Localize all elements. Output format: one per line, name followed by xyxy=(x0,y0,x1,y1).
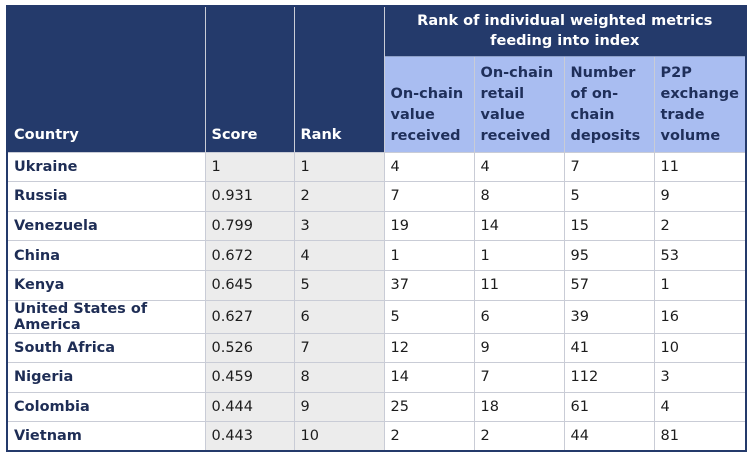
p2p-volume-cell: 53 xyxy=(653,240,747,271)
onchain-retail-cell: 4 xyxy=(473,151,565,183)
country-cell: South Africa xyxy=(6,332,206,364)
onchain-value-cell: 1 xyxy=(383,240,475,271)
p2p-volume-cell: 1 xyxy=(653,269,747,301)
country-cell: Nigeria xyxy=(6,362,206,393)
rank-cell: 6 xyxy=(293,299,385,334)
onchain-retail-cell: 8 xyxy=(473,181,565,212)
p2p-volume-cell: 81 xyxy=(653,421,747,452)
deposits-cell: 15 xyxy=(563,210,655,242)
rank-cell: 8 xyxy=(293,362,385,393)
onchain-retail-cell: 6 xyxy=(473,299,565,334)
table-row: Ukraine 1 1 4 4 7 11 xyxy=(6,151,747,183)
table-row: South Africa 0.526 7 12 9 41 10 xyxy=(6,332,747,364)
table-row: United States of America 0.627 6 5 6 39 16 xyxy=(6,299,747,334)
country-cell: Ukraine xyxy=(6,151,206,183)
p2p-volume-cell: 10 xyxy=(653,332,747,364)
score-cell: 0.799 xyxy=(204,210,295,242)
header-rank: Rank xyxy=(293,5,385,153)
header-deposits: Number of on-chain deposits xyxy=(563,55,655,153)
country-cell: China xyxy=(6,240,206,271)
onchain-value-cell: 5 xyxy=(383,299,475,334)
deposits-cell: 95 xyxy=(563,240,655,271)
rank-cell: 2 xyxy=(293,181,385,212)
score-cell: 0.444 xyxy=(204,391,295,423)
onchain-retail-cell: 7 xyxy=(473,362,565,393)
table-row: Kenya 0.645 5 37 11 57 1 xyxy=(6,269,747,301)
onchain-retail-cell: 11 xyxy=(473,269,565,301)
onchain-retail-cell: 1 xyxy=(473,240,565,271)
score-cell: 0.645 xyxy=(204,269,295,301)
onchain-retail-cell: 18 xyxy=(473,391,565,423)
p2p-volume-cell: 2 xyxy=(653,210,747,242)
table-row: Venezuela 0.799 3 19 14 15 2 xyxy=(6,210,747,242)
deposits-cell: 44 xyxy=(563,421,655,452)
header-onchain-value: On-chain value received xyxy=(383,55,475,153)
deposits-cell: 61 xyxy=(563,391,655,423)
table-body: Ukraine 1 1 4 4 7 11 Russia 0.931 2 7 8 5 9 Venezuela 0… xyxy=(6,151,747,452)
onchain-value-cell: 2 xyxy=(383,421,475,452)
rank-cell: 5 xyxy=(293,269,385,301)
deposits-cell: 39 xyxy=(563,299,655,334)
p2p-volume-cell: 11 xyxy=(653,151,747,183)
deposits-cell: 5 xyxy=(563,181,655,212)
rank-cell: 1 xyxy=(293,151,385,183)
onchain-value-cell: 14 xyxy=(383,362,475,393)
onchain-value-cell: 37 xyxy=(383,269,475,301)
rank-cell: 4 xyxy=(293,240,385,271)
deposits-cell: 112 xyxy=(563,362,655,393)
p2p-volume-cell: 9 xyxy=(653,181,747,212)
country-cell: Colombia xyxy=(6,391,206,423)
table-row: Nigeria 0.459 8 14 7 112 3 xyxy=(6,362,747,393)
onchain-value-cell: 19 xyxy=(383,210,475,242)
header-onchain-retail: On-chain retail value received xyxy=(473,55,565,153)
table-row: China 0.672 4 1 1 95 53 xyxy=(6,240,747,271)
deposits-cell: 57 xyxy=(563,269,655,301)
score-cell: 0.526 xyxy=(204,332,295,364)
score-cell: 0.627 xyxy=(204,299,295,334)
rank-cell: 9 xyxy=(293,391,385,423)
score-cell: 0.672 xyxy=(204,240,295,271)
onchain-value-cell: 25 xyxy=(383,391,475,423)
country-cell: Venezuela xyxy=(6,210,206,242)
rank-cell: 7 xyxy=(293,332,385,364)
header-group-metrics: Rank of individual weighted metrics feed… xyxy=(383,5,747,57)
score-cell: 0.459 xyxy=(204,362,295,393)
onchain-value-cell: 7 xyxy=(383,181,475,212)
table-row: Russia 0.931 2 7 8 5 9 xyxy=(6,181,747,212)
table-row: Colombia 0.444 9 25 18 61 4 xyxy=(6,391,747,423)
onchain-retail-cell: 9 xyxy=(473,332,565,364)
score-cell: 0.443 xyxy=(204,421,295,452)
onchain-value-cell: 4 xyxy=(383,151,475,183)
table-row: Vietnam 0.443 10 2 2 44 81 xyxy=(6,421,747,452)
country-cell: Kenya xyxy=(6,269,206,301)
deposits-cell: 7 xyxy=(563,151,655,183)
onchain-value-cell: 12 xyxy=(383,332,475,364)
country-cell: Vietnam xyxy=(6,421,206,452)
country-cell: United States of America xyxy=(6,299,206,334)
onchain-retail-cell: 2 xyxy=(473,421,565,452)
index-table: Country Score Rank Rank of individual we… xyxy=(6,5,748,452)
p2p-volume-cell: 16 xyxy=(653,299,747,334)
header-country: Country xyxy=(6,5,206,153)
onchain-retail-cell: 14 xyxy=(473,210,565,242)
rank-cell: 3 xyxy=(293,210,385,242)
deposits-cell: 41 xyxy=(563,332,655,364)
header-score: Score xyxy=(204,5,295,153)
header-p2p-volume: P2P exchange trade volume xyxy=(653,55,747,153)
p2p-volume-cell: 4 xyxy=(653,391,747,423)
rank-cell: 10 xyxy=(293,421,385,452)
score-cell: 0.931 xyxy=(204,181,295,212)
p2p-volume-cell: 3 xyxy=(653,362,747,393)
score-cell: 1 xyxy=(204,151,295,183)
country-cell: Russia xyxy=(6,181,206,212)
